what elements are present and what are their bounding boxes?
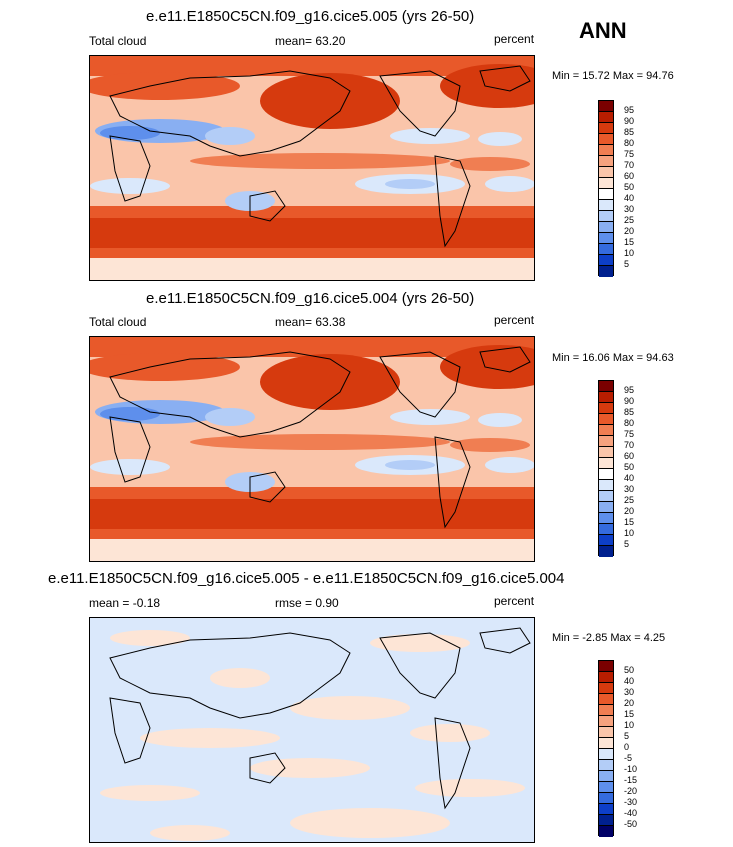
panel1-tick: 70 [624,160,635,170]
panel2-tick: 25 [624,495,635,505]
panel2-tick: 10 [624,528,635,538]
panel2-tick: 95 [624,385,635,395]
panel2-tick: 60 [624,451,635,461]
panel1-map [89,55,535,281]
panel2-tick: 40 [624,473,635,483]
panel3-tick: 15 [624,709,635,719]
panel1-tick: 50 [624,182,635,192]
panel2-mean-label: mean= 63.38 [275,315,346,329]
panel3-tick: 5 [624,731,630,741]
panel1-colorbar [598,100,614,277]
season-label: ANN [579,18,627,43]
panel3-tick: 30 [624,687,635,697]
panel1-mean-label: mean= 63.20 [275,34,346,48]
panel2-tick: 80 [624,418,635,428]
panel3-colorbar [598,660,614,837]
panel3-tick: 0 [624,742,630,752]
panel3-tick: -50 [624,819,638,829]
panel3-tick: 20 [624,698,635,708]
panel1-tick: 10 [624,248,635,258]
panel1-tick: 20 [624,226,635,236]
panel3-tick: -15 [624,775,638,785]
panel1-tick: 80 [624,138,635,148]
panel3-tick: 10 [624,720,635,730]
panel1-tick: 75 [624,149,635,159]
panel1-variable-label: Total cloud [89,34,147,48]
panel2-tick: 90 [624,396,635,406]
panel1-tick: 85 [624,127,635,137]
panel3-map [89,617,535,843]
panel1-tick: 90 [624,116,635,126]
panel1-tick: 95 [624,105,635,115]
panel1-tick: 30 [624,204,635,214]
panel1-units-label: percent [494,32,535,46]
panel2-units-label: percent [494,313,535,327]
panel2-tick: 85 [624,407,635,417]
panel2-tick: 5 [624,539,630,549]
panel1-tick: 60 [624,171,635,181]
panel2-minmax: Min = 16.06 Max = 94.63 [552,352,674,364]
panel3-tick: -20 [624,786,638,796]
panel3-rmse-label: rmse = 0.90 [275,596,339,610]
panel1-title: e.e11.E1850C5CN.f09_g16.cice5.005 (yrs 2… [146,8,475,25]
panel3-tick: -40 [624,808,638,818]
panel3-tick: 40 [624,676,635,686]
panel3-tick: -10 [624,764,638,774]
panel2-tick: 50 [624,462,635,472]
panel2-tick: 15 [624,517,635,527]
panel1-tick: 25 [624,215,635,225]
panel2-tick: 70 [624,440,635,450]
panel1-tick: 5 [624,259,630,269]
panel1-tick: 40 [624,193,635,203]
panel2-map [89,336,535,562]
panel3-tick: -5 [624,753,633,763]
panel2-tick: 30 [624,484,635,494]
panel3-mean-label: mean = -0.18 [89,596,161,610]
panel2-colorbar [598,380,614,557]
panel3-units-label: percent [494,594,535,608]
panel2-tick: 75 [624,429,635,439]
panel3-minmax: Min = -2.85 Max = 4.25 [552,632,666,644]
panel3-title: e.e11.E1850C5CN.f09_g16.cice5.005 - e.e1… [48,570,565,587]
panel2-tick: 20 [624,506,635,516]
panel2-title: e.e11.E1850C5CN.f09_g16.cice5.004 (yrs 2… [146,290,475,307]
panel2-variable-label: Total cloud [89,315,147,329]
panel1-tick: 15 [624,237,635,247]
panel1-minmax: Min = 15.72 Max = 94.76 [552,70,674,82]
panel3-tick: 50 [624,665,635,675]
panel3-tick: -30 [624,797,638,807]
